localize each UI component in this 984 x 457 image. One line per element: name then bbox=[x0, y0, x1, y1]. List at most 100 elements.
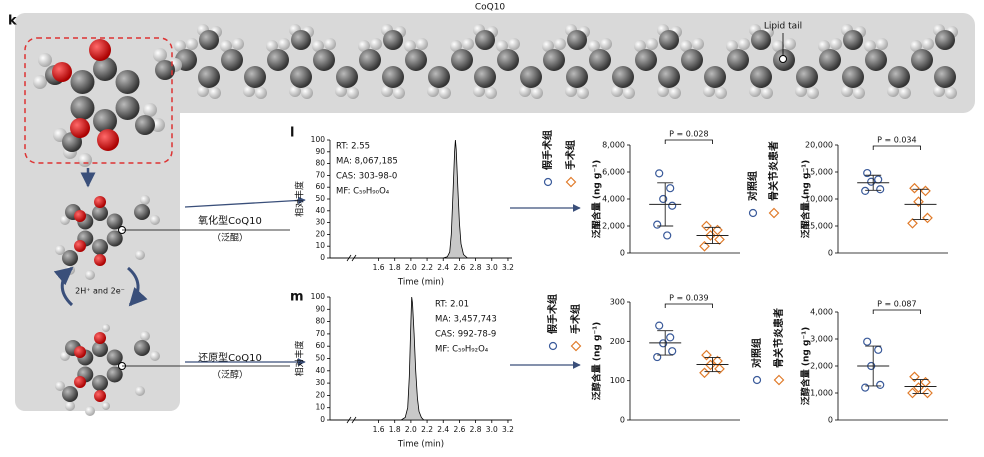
atom bbox=[865, 49, 887, 71]
atom bbox=[92, 375, 108, 391]
atom bbox=[383, 30, 403, 50]
legend-label: 手术组 bbox=[564, 140, 577, 170]
atom bbox=[335, 85, 347, 97]
y-tick-label: 300 bbox=[610, 298, 625, 307]
atom bbox=[910, 40, 922, 52]
panel-label: l bbox=[290, 126, 294, 141]
atom bbox=[405, 49, 427, 71]
atom bbox=[508, 38, 520, 50]
y-tick-label: 60 bbox=[315, 182, 325, 191]
atom bbox=[55, 381, 65, 391]
y-tick-label: 100 bbox=[311, 292, 326, 301]
legend-label: 假手术组 bbox=[541, 130, 554, 170]
atom bbox=[85, 406, 95, 416]
x-tick-label: 2.2 bbox=[421, 263, 433, 272]
atom bbox=[761, 87, 773, 99]
atom bbox=[807, 87, 819, 99]
atom bbox=[646, 38, 658, 50]
atom bbox=[135, 250, 145, 260]
atom bbox=[531, 87, 543, 99]
atom bbox=[336, 66, 358, 88]
y-axis-label: 相对丰度 bbox=[294, 181, 306, 217]
y-axis-label: 泛醌含量 (ng g⁻¹) bbox=[800, 160, 812, 238]
data-point bbox=[922, 387, 933, 399]
atom bbox=[475, 30, 495, 50]
data-point bbox=[655, 169, 664, 178]
atom bbox=[474, 66, 496, 88]
x-tick-label: 2.0 bbox=[405, 263, 417, 272]
data-point bbox=[907, 217, 918, 229]
atom bbox=[312, 40, 324, 52]
data-point bbox=[863, 168, 872, 178]
x-tick-label: 2.8 bbox=[470, 425, 482, 434]
atom bbox=[634, 40, 646, 52]
atom bbox=[738, 38, 750, 50]
atom bbox=[358, 40, 370, 52]
y-tick-label: 0 bbox=[320, 415, 325, 424]
data-point bbox=[666, 184, 675, 193]
legend-marker bbox=[773, 374, 785, 386]
data-point bbox=[699, 367, 710, 379]
data-point bbox=[863, 337, 872, 346]
y-tick-label: 5,000 bbox=[810, 222, 833, 231]
y-tick-label: 6,000 bbox=[602, 168, 625, 177]
atom bbox=[140, 331, 150, 341]
y-tick-label: 100 bbox=[610, 376, 625, 385]
atom bbox=[52, 62, 72, 82]
atom bbox=[313, 49, 335, 71]
atom bbox=[911, 49, 933, 71]
significance-bracket bbox=[664, 139, 713, 144]
atom bbox=[899, 87, 911, 99]
atom bbox=[70, 118, 90, 138]
data-point bbox=[712, 224, 723, 236]
x-tick-label: 3.2 bbox=[502, 425, 514, 434]
atom bbox=[94, 254, 106, 266]
x-tick-label: 2.6 bbox=[453, 263, 465, 272]
atom bbox=[382, 66, 404, 88]
x-tick-label: 2.2 bbox=[421, 425, 433, 434]
y-tick-label: 60 bbox=[315, 341, 325, 350]
p-value: P = 0.034 bbox=[877, 136, 917, 145]
data-point bbox=[861, 186, 870, 195]
atom bbox=[209, 87, 221, 99]
legend-label: 假手术组 bbox=[546, 294, 559, 334]
oxidized-note: （泛醌） bbox=[212, 233, 248, 244]
x-tick-label: 2.4 bbox=[437, 425, 449, 434]
atom bbox=[704, 66, 726, 88]
atom bbox=[267, 49, 289, 71]
atom bbox=[887, 85, 899, 97]
atom bbox=[623, 87, 635, 99]
x-tick-label: 3.0 bbox=[486, 425, 498, 434]
y-tick-label: 80 bbox=[315, 159, 325, 168]
y-axis-label: 泛醌含量 (ng g⁻¹) bbox=[591, 160, 603, 238]
atom bbox=[92, 239, 108, 255]
y-tick-label: 10 bbox=[315, 403, 325, 412]
y-tick-label: 4,000 bbox=[810, 308, 833, 317]
x-tick-label: 2.6 bbox=[453, 425, 465, 434]
atom bbox=[681, 49, 703, 71]
atom bbox=[62, 250, 78, 266]
data-point bbox=[668, 347, 677, 356]
atom bbox=[680, 40, 692, 52]
data-point bbox=[714, 363, 725, 375]
atom bbox=[150, 215, 160, 225]
atom bbox=[151, 118, 165, 132]
atom bbox=[155, 60, 175, 80]
atom bbox=[94, 332, 106, 344]
atom bbox=[65, 401, 75, 411]
atom bbox=[818, 40, 830, 52]
atom bbox=[520, 66, 542, 88]
atom bbox=[255, 87, 267, 99]
annotation: MA: 8,067,185 bbox=[336, 157, 398, 167]
y-tick-label: 0 bbox=[620, 249, 625, 258]
atom bbox=[658, 66, 680, 88]
atom bbox=[232, 38, 244, 50]
reaction-arrow bbox=[126, 266, 148, 307]
y-tick-label: 2,000 bbox=[602, 222, 625, 231]
data-point bbox=[874, 345, 883, 354]
x-tick-label: 2.4 bbox=[437, 263, 449, 272]
y-tick-label: 2,000 bbox=[810, 362, 833, 371]
x-tick-label: 1.8 bbox=[389, 425, 401, 434]
